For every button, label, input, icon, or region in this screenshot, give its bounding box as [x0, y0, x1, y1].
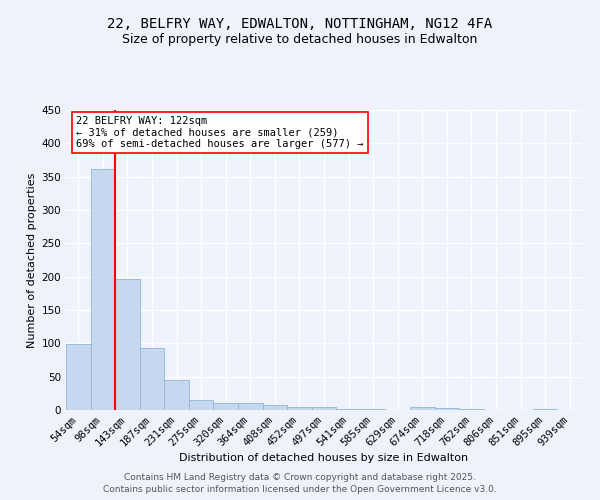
Bar — [214, 404, 238, 410]
Bar — [287, 406, 312, 410]
Bar — [164, 380, 189, 410]
Bar — [115, 280, 140, 410]
Bar — [91, 168, 115, 410]
Text: 22, BELFRY WAY, EDWALTON, NOTTINGHAM, NG12 4FA: 22, BELFRY WAY, EDWALTON, NOTTINGHAM, NG… — [107, 18, 493, 32]
Bar — [410, 408, 434, 410]
X-axis label: Distribution of detached houses by size in Edwalton: Distribution of detached houses by size … — [179, 452, 469, 462]
Text: Contains HM Land Registry data © Crown copyright and database right 2025.: Contains HM Land Registry data © Crown c… — [124, 474, 476, 482]
Text: Contains public sector information licensed under the Open Government Licence v3: Contains public sector information licen… — [103, 485, 497, 494]
Bar — [263, 404, 287, 410]
Bar — [533, 408, 557, 410]
Bar — [189, 400, 214, 410]
Bar — [140, 348, 164, 410]
Text: Size of property relative to detached houses in Edwalton: Size of property relative to detached ho… — [122, 32, 478, 46]
Bar — [434, 408, 459, 410]
Y-axis label: Number of detached properties: Number of detached properties — [27, 172, 37, 348]
Bar — [66, 344, 91, 410]
Bar — [238, 404, 263, 410]
Bar — [312, 408, 336, 410]
Text: 22 BELFRY WAY: 122sqm
← 31% of detached houses are smaller (259)
69% of semi-det: 22 BELFRY WAY: 122sqm ← 31% of detached … — [76, 116, 364, 149]
